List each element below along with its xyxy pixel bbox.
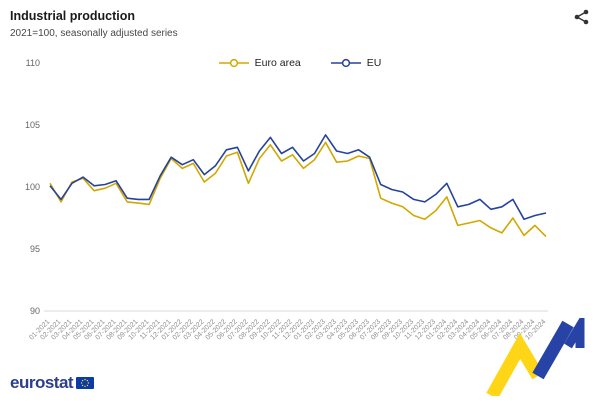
eurostat-logo-text: eurostat [10, 373, 74, 392]
svg-text:105: 105 [25, 120, 40, 130]
share-button[interactable] [572, 8, 590, 26]
eurostat-logo: eurostat [10, 373, 95, 393]
svg-text:90: 90 [30, 306, 40, 316]
legend-label-euro-area: Euro area [254, 57, 301, 69]
chart-legend: Euro area EU [0, 57, 600, 69]
legend-item-euro-area[interactable]: Euro area [218, 57, 301, 69]
legend-item-eu[interactable]: EU [330, 57, 382, 69]
legend-label-eu: EU [366, 57, 382, 69]
eu-marker-icon [330, 58, 361, 68]
decorative-zigzag [486, 318, 585, 396]
chart-subtitle: 2021=100, seasonally adjusted series [10, 28, 178, 39]
svg-text:100: 100 [25, 182, 40, 192]
chart-svg: 909510010511001-202102-202103-202104-202… [25, 58, 548, 342]
chart-header: Industrial production 2021=100, seasonal… [0, 0, 600, 39]
euro-area-marker-icon [218, 58, 249, 68]
eu-flag-icon [76, 377, 95, 389]
svg-text:95: 95 [30, 244, 40, 254]
svg-text:110: 110 [26, 58, 40, 68]
page-title: Industrial production [10, 9, 135, 23]
share-icon [574, 9, 588, 25]
chart-area: 90 95 100 105 110 01-2021 02-2021 03-2021 04-202… [0, 50, 600, 375]
